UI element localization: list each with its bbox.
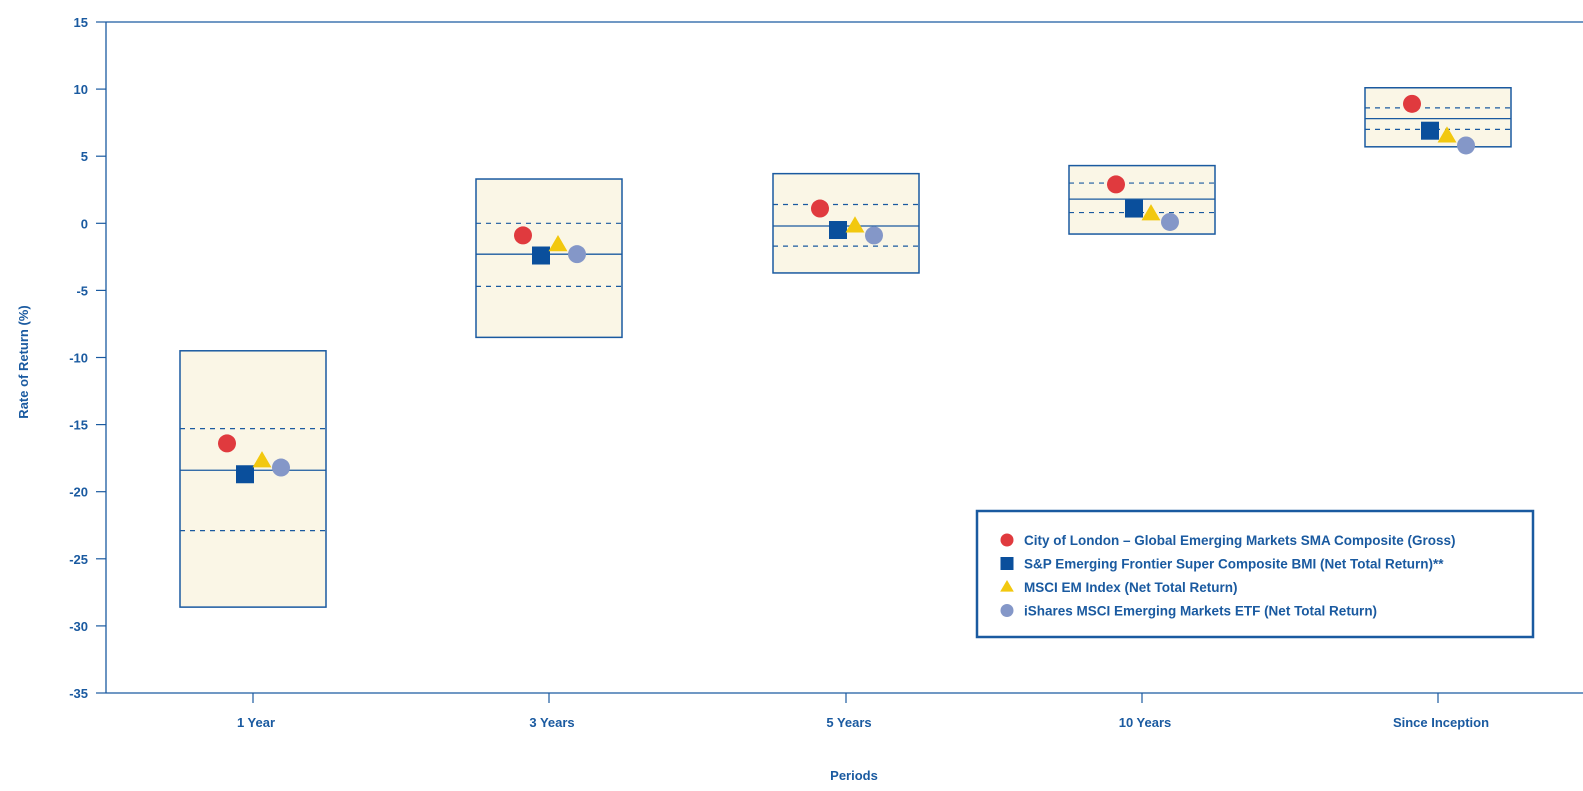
x-tick-label: 10 Years [1119, 715, 1172, 730]
series-2-marker [829, 221, 847, 240]
axes: 15 10 5 0 -5 -10 -15 -20 -25 -30 -35 1 Year 3 Years 5… [69, 15, 1583, 730]
series-4-marker [1457, 136, 1475, 155]
x-tick-label: 3 Years [529, 715, 574, 730]
legend-marker-4 [1000, 604, 1014, 617]
legend: City of London – Global Emerging Markets… [975, 509, 1535, 639]
y-tick-label: -15 [69, 418, 88, 433]
series-3-marker [845, 216, 865, 233]
x-tick-label: 1 Year [237, 715, 275, 730]
data-markers [218, 94, 1475, 484]
x-axis-title: Periods [830, 768, 878, 783]
series-2-marker [236, 465, 254, 484]
series-1-marker [1107, 175, 1125, 194]
series-4-marker [272, 458, 290, 477]
series-1-marker [811, 199, 829, 218]
y-axis-title: Rate of Return (%) [16, 305, 31, 418]
series-3-marker [252, 451, 272, 468]
x-tick-label: 5 Years [826, 715, 871, 730]
legend-label-1: City of London – Global Emerging Markets… [1024, 533, 1456, 548]
legend-marker-3 [1000, 579, 1014, 592]
series-4-marker [568, 245, 586, 264]
y-tick-label: 15 [74, 15, 88, 30]
range-boxes [179, 87, 1512, 608]
y-tick-label: -30 [69, 619, 88, 634]
series-1-marker [218, 434, 236, 453]
legend-label-4: iShares MSCI Emerging Markets ETF (Net T… [1024, 604, 1377, 619]
y-tick-label: -35 [69, 686, 88, 701]
series-4-marker [1161, 212, 1179, 231]
series-1-marker [1403, 94, 1421, 113]
series-2-marker [1421, 121, 1439, 140]
legend-marker-1 [1000, 533, 1014, 547]
y-tick-label: 10 [74, 82, 88, 97]
series-2-marker [532, 246, 550, 265]
series-1-marker [514, 226, 532, 245]
y-tick-label: 0 [81, 216, 88, 231]
series-4-marker [865, 226, 883, 245]
series-3-marker [1437, 126, 1457, 143]
legend-marker-2 [1000, 557, 1014, 570]
y-tick-label: 5 [81, 149, 88, 164]
legend-label-2: S&P Emerging Frontier Super Composite BM… [1024, 557, 1444, 572]
y-tick-label: -5 [76, 283, 88, 298]
series-2-marker [1125, 199, 1143, 218]
series-3-marker [548, 235, 568, 252]
series-3-marker [1141, 204, 1161, 221]
y-tick-label: -10 [69, 351, 88, 366]
legend-label-3: MSCI EM Index (Net Total Return) [1024, 580, 1238, 595]
x-tick-label: Since Inception [1393, 715, 1489, 730]
y-tick-label: -25 [69, 552, 88, 567]
legend-box [975, 509, 1535, 639]
y-tick-label: -20 [69, 485, 88, 500]
